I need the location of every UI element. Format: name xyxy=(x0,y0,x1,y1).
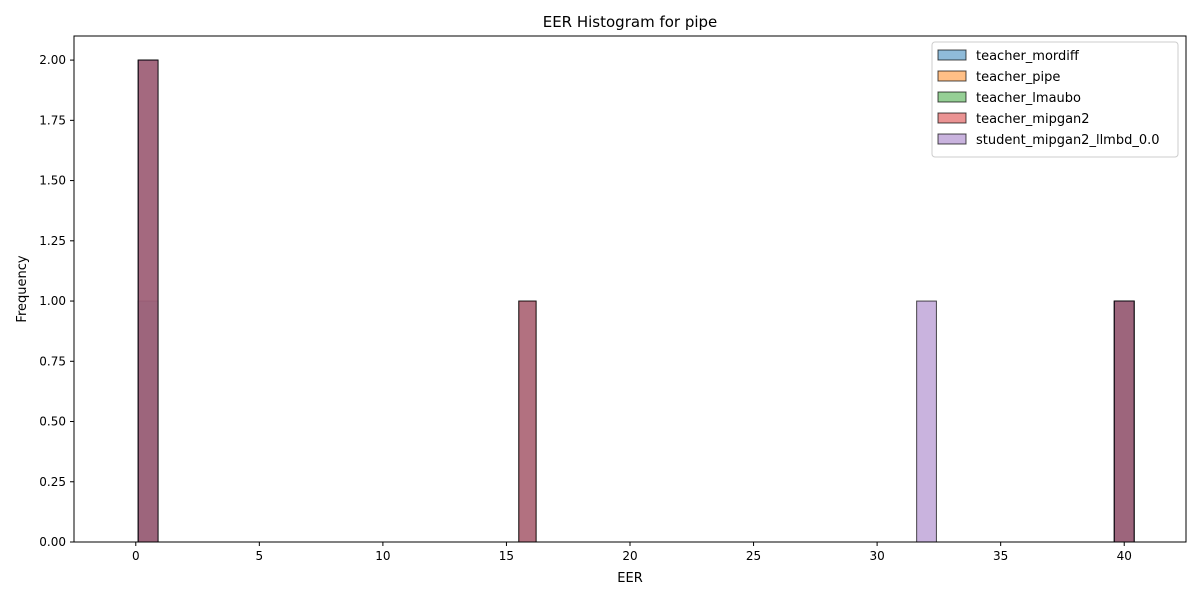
legend-label-teacher_mordiff: teacher_mordiff xyxy=(976,49,1080,64)
x-tick-label: 40 xyxy=(1117,549,1132,563)
plot-frame xyxy=(73,35,1187,543)
y-tick-label: 0.50 xyxy=(39,415,66,429)
y-tick-label: 1.75 xyxy=(39,113,66,127)
legend-label-teacher_lmaubo: teacher_lmaubo xyxy=(976,91,1081,106)
x-axis-label: EER xyxy=(617,571,642,586)
x-tick-label: 35 xyxy=(993,549,1008,563)
x-tick-label: 30 xyxy=(869,549,884,563)
y-axis-ticks: 0.00 0.25 0.50 0.75 1.00 1.25 1.50 1.75 2.00 xyxy=(39,53,74,549)
legend-label-teacher_pipe: teacher_pipe xyxy=(976,70,1060,85)
legend-label-teacher_mipgan2: teacher_mipgan2 xyxy=(976,112,1090,127)
legend-box xyxy=(931,41,1179,158)
legend-swatch-student_mipgan2_llmbd_0.0 xyxy=(937,133,967,145)
y-tick-label: 1.00 xyxy=(39,294,66,308)
x-axis-ticks: 0 5 10 15 20 25 30 35 40 xyxy=(132,542,1132,563)
legend-swatch-teacher_mordiff xyxy=(937,49,967,61)
y-axis-label: Frequency xyxy=(15,255,30,322)
legend-swatch-teacher_pipe xyxy=(937,70,967,82)
legend-swatch-teacher_lmaubo xyxy=(937,91,967,103)
legend-label-student_mipgan2_llmbd_0.0: student_mipgan2_llmbd_0.0 xyxy=(976,133,1160,148)
y-tick-label: 1.50 xyxy=(39,174,66,188)
x-tick-label: 20 xyxy=(622,549,637,563)
y-tick-label: 2.00 xyxy=(39,53,66,67)
bars-layer xyxy=(137,59,1135,543)
histogram-bar-teacher_mipgan2-1 xyxy=(518,300,537,543)
chart-title: EER Histogram for pipe xyxy=(543,13,718,31)
y-tick-label: 0.00 xyxy=(39,535,66,549)
x-tick-label: 15 xyxy=(499,549,514,563)
x-tick-label: 10 xyxy=(375,549,390,563)
histogram-bar-student_mipgan2_llmbd_0.0-0 xyxy=(137,59,159,543)
histogram-bar-student_mipgan2_llmbd_0.0-1 xyxy=(916,300,937,543)
legend-swatch-teacher_mipgan2 xyxy=(937,112,967,124)
y-tick-label: 0.25 xyxy=(39,475,66,489)
histogram-bar-student_mipgan2_llmbd_0.0-2 xyxy=(1113,300,1135,543)
legend: teacher_mordiff teacher_pipe teacher_lmaub… xyxy=(931,41,1179,158)
x-tick-label: 5 xyxy=(256,549,264,563)
x-tick-label: 0 xyxy=(132,549,140,563)
y-tick-label: 0.75 xyxy=(39,354,66,368)
x-tick-label: 25 xyxy=(746,549,761,563)
y-tick-label: 1.25 xyxy=(39,234,66,248)
